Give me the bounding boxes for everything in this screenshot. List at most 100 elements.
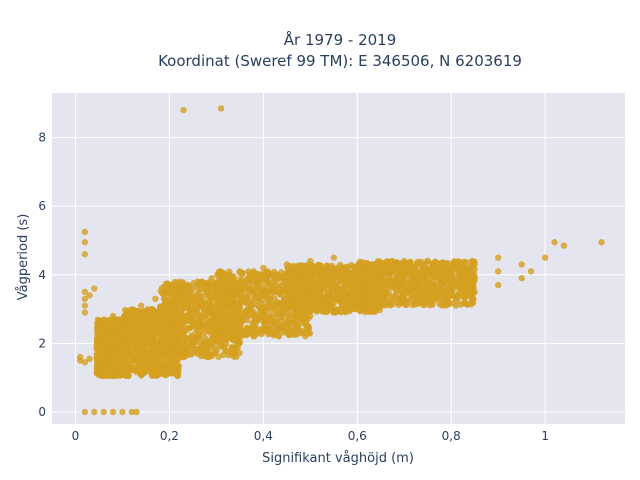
scatter-point xyxy=(222,336,229,344)
scatter-point xyxy=(439,290,447,298)
scatter-point xyxy=(463,265,470,272)
scatter-point xyxy=(260,309,267,316)
scatter-point xyxy=(208,352,216,360)
scatter-point xyxy=(541,254,549,261)
scatter-point xyxy=(157,337,165,345)
x-tick-label: 0 xyxy=(72,429,80,443)
scatter-point xyxy=(133,408,140,416)
scatter-point xyxy=(447,286,454,294)
scatter-point xyxy=(315,264,322,271)
scatter-point xyxy=(193,339,201,346)
scatter-point xyxy=(236,338,243,346)
scatter-point xyxy=(81,239,89,246)
scatter-point xyxy=(109,318,116,325)
scatter-point xyxy=(433,284,441,291)
scatter-point xyxy=(109,312,117,320)
scatter-point xyxy=(441,278,448,285)
chart-title-line2: Koordinat (Sweref 99 TM): E 346506, N 62… xyxy=(158,52,522,70)
scatter-point xyxy=(250,323,257,330)
scatter-point xyxy=(244,300,251,307)
scatter-point xyxy=(95,367,103,375)
scatter-point xyxy=(152,367,159,375)
scatter-point xyxy=(163,364,170,371)
scatter-point xyxy=(228,289,235,296)
scatter-point xyxy=(166,357,173,364)
scatter-point xyxy=(220,351,227,359)
scatter-point xyxy=(170,324,178,332)
scatter-point xyxy=(180,333,187,340)
x-tick-label: 0,2 xyxy=(160,429,179,443)
scatter-point xyxy=(395,301,402,309)
scatter-point xyxy=(283,275,291,282)
scatter-point xyxy=(356,270,364,278)
scatter-point xyxy=(121,355,128,363)
scatter-point xyxy=(162,280,170,288)
scatter-point xyxy=(294,265,301,273)
scatter-point xyxy=(222,285,229,292)
scatter-point xyxy=(157,304,164,311)
scatter-point xyxy=(230,282,237,289)
scatter-point xyxy=(277,274,285,282)
scatter-point xyxy=(207,337,214,345)
y-tick-label: 0 xyxy=(38,405,46,419)
scatter-point xyxy=(380,282,387,289)
scatter-point xyxy=(460,290,468,298)
scatter-point xyxy=(314,286,322,294)
scatter-point xyxy=(123,333,131,340)
scatter-point xyxy=(471,275,478,282)
scatter-point xyxy=(175,362,182,370)
scatter-point xyxy=(274,299,282,306)
chart-title-line1: År 1979 - 2019 xyxy=(284,30,397,49)
scatter-point xyxy=(424,281,431,289)
scatter-point xyxy=(598,239,605,246)
scatter-point xyxy=(177,322,185,330)
scatter-point xyxy=(471,261,478,268)
scatter-point xyxy=(377,288,384,296)
scatter-point xyxy=(389,264,396,272)
x-tick-label: 0,6 xyxy=(348,429,367,443)
scatter-point xyxy=(103,366,110,374)
scatter-point xyxy=(95,323,103,330)
scatter-point xyxy=(265,301,273,308)
scatter-point xyxy=(246,271,254,278)
scatter-point xyxy=(146,350,154,358)
scatter-point xyxy=(149,355,156,363)
scatter-point xyxy=(424,268,431,275)
scatter-point xyxy=(197,316,204,323)
scatter-point xyxy=(518,275,525,282)
scatter-point xyxy=(194,309,201,316)
scatter-point xyxy=(113,329,120,336)
scatter-point xyxy=(368,285,376,293)
scatter-point xyxy=(560,242,568,249)
scatter-point xyxy=(283,319,291,327)
scatter-point xyxy=(177,307,185,314)
scatter-point xyxy=(551,239,558,246)
scatter-point xyxy=(194,292,201,299)
scatter-point xyxy=(330,254,338,261)
scatter-point xyxy=(119,408,126,416)
scatter-point xyxy=(299,299,306,306)
scatter-point xyxy=(138,329,145,337)
scatter-point xyxy=(95,336,103,344)
scatter-point xyxy=(254,291,261,298)
scatter-point xyxy=(174,371,181,379)
y-axis-title: Vågperiod (s) xyxy=(16,214,31,301)
scatter-point xyxy=(133,359,141,366)
scatter-point xyxy=(392,285,399,293)
scatter-point xyxy=(123,319,131,327)
scatter-point xyxy=(138,312,145,320)
data-points xyxy=(76,105,605,416)
scatter-point xyxy=(81,251,89,258)
scatter-point xyxy=(180,106,187,114)
scatter-point xyxy=(289,264,296,272)
scatter-point xyxy=(354,278,361,285)
scatter-point xyxy=(109,323,117,330)
scatter-point xyxy=(354,292,361,299)
x-tick-label: 0,4 xyxy=(254,429,273,443)
scatter-point xyxy=(202,312,209,320)
scatter-point xyxy=(208,343,215,351)
scatter-point xyxy=(200,300,207,307)
scatter-point xyxy=(296,276,303,283)
scatter-point xyxy=(274,329,282,336)
scatter-point xyxy=(454,284,462,291)
